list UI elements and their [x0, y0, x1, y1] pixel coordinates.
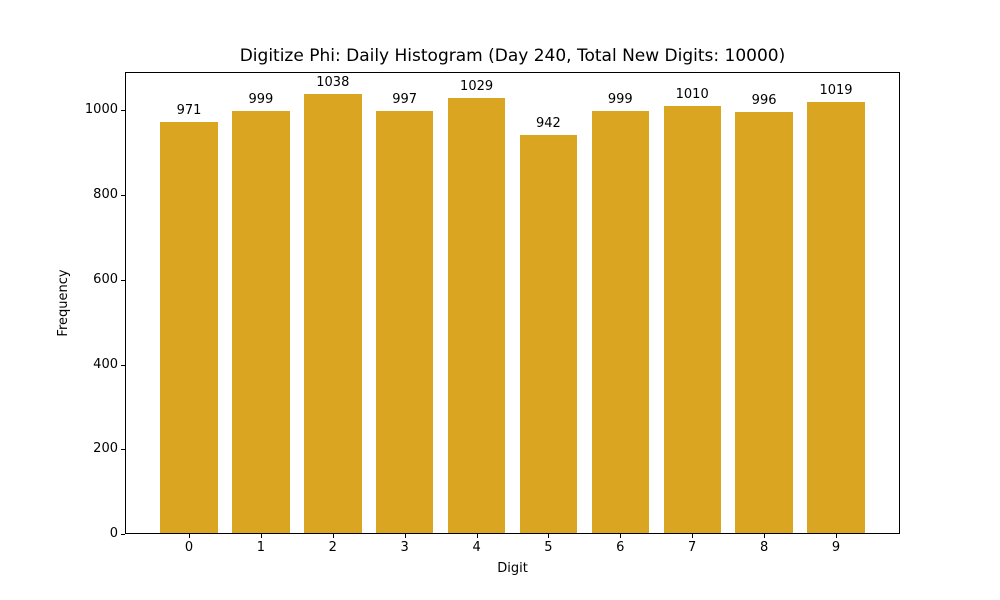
- x-tick: [548, 534, 550, 538]
- y-tick-label: 600: [93, 271, 118, 287]
- y-tick-label: 800: [93, 186, 118, 202]
- y-tick-label: 1000: [84, 102, 118, 118]
- bar: [304, 94, 362, 533]
- bar: [663, 105, 721, 533]
- y-tick: [121, 279, 125, 281]
- x-tick: [764, 534, 766, 538]
- x-tick: [404, 534, 406, 538]
- x-tick-label: 2: [328, 540, 337, 555]
- x-axis-label: Digit: [497, 561, 528, 576]
- bar: [591, 110, 650, 533]
- bar-value-label: 942: [535, 115, 561, 131]
- x-tick: [476, 534, 478, 538]
- y-tick-label: 400: [93, 356, 118, 372]
- x-tick: [620, 534, 622, 538]
- bar-value-label: 996: [751, 92, 777, 108]
- x-tick-label: 3: [400, 540, 409, 555]
- x-tick-label: 0: [184, 540, 194, 555]
- bar: [447, 97, 506, 533]
- chart-title: Digitize Phi: Daily Histogram (Day 240, …: [239, 46, 786, 66]
- bar: [160, 122, 218, 533]
- y-tick: [121, 110, 125, 112]
- bar: [519, 134, 578, 533]
- bar: [232, 110, 290, 533]
- y-tick: [121, 194, 125, 196]
- bar-value-label: 1038: [316, 75, 350, 90]
- y-tick: [121, 534, 125, 535]
- x-tick: [189, 534, 190, 538]
- bar-value-label: 999: [607, 91, 633, 107]
- y-axis-label: Frequency: [56, 269, 71, 337]
- x-tick: [332, 534, 334, 538]
- x-tick-label: 5: [544, 540, 553, 555]
- bar-value-label: 997: [392, 92, 418, 108]
- bar-value-label: 971: [176, 103, 202, 119]
- x-tick: [836, 534, 837, 538]
- bar-value-label: 1010: [675, 86, 709, 102]
- y-tick: [121, 449, 125, 451]
- x-tick: [692, 534, 694, 538]
- x-tick-label: 8: [759, 540, 769, 555]
- bar-value-label: 1029: [460, 78, 494, 94]
- y-tick-label: 0: [109, 526, 118, 541]
- y-tick: [121, 364, 125, 366]
- bar-value-label: 999: [248, 91, 274, 107]
- bar: [735, 111, 793, 533]
- x-tick-label: 9: [831, 540, 841, 555]
- x-tick-label: 1: [256, 540, 266, 555]
- x-tick: [260, 534, 262, 538]
- x-tick-label: 6: [616, 540, 625, 555]
- bar-value-label: 1019: [819, 83, 853, 99]
- x-tick-label: 7: [688, 540, 697, 555]
- bar: [807, 102, 865, 533]
- y-tick-label: 200: [93, 441, 118, 457]
- x-tick-label: 4: [472, 540, 481, 555]
- bar: [375, 111, 434, 533]
